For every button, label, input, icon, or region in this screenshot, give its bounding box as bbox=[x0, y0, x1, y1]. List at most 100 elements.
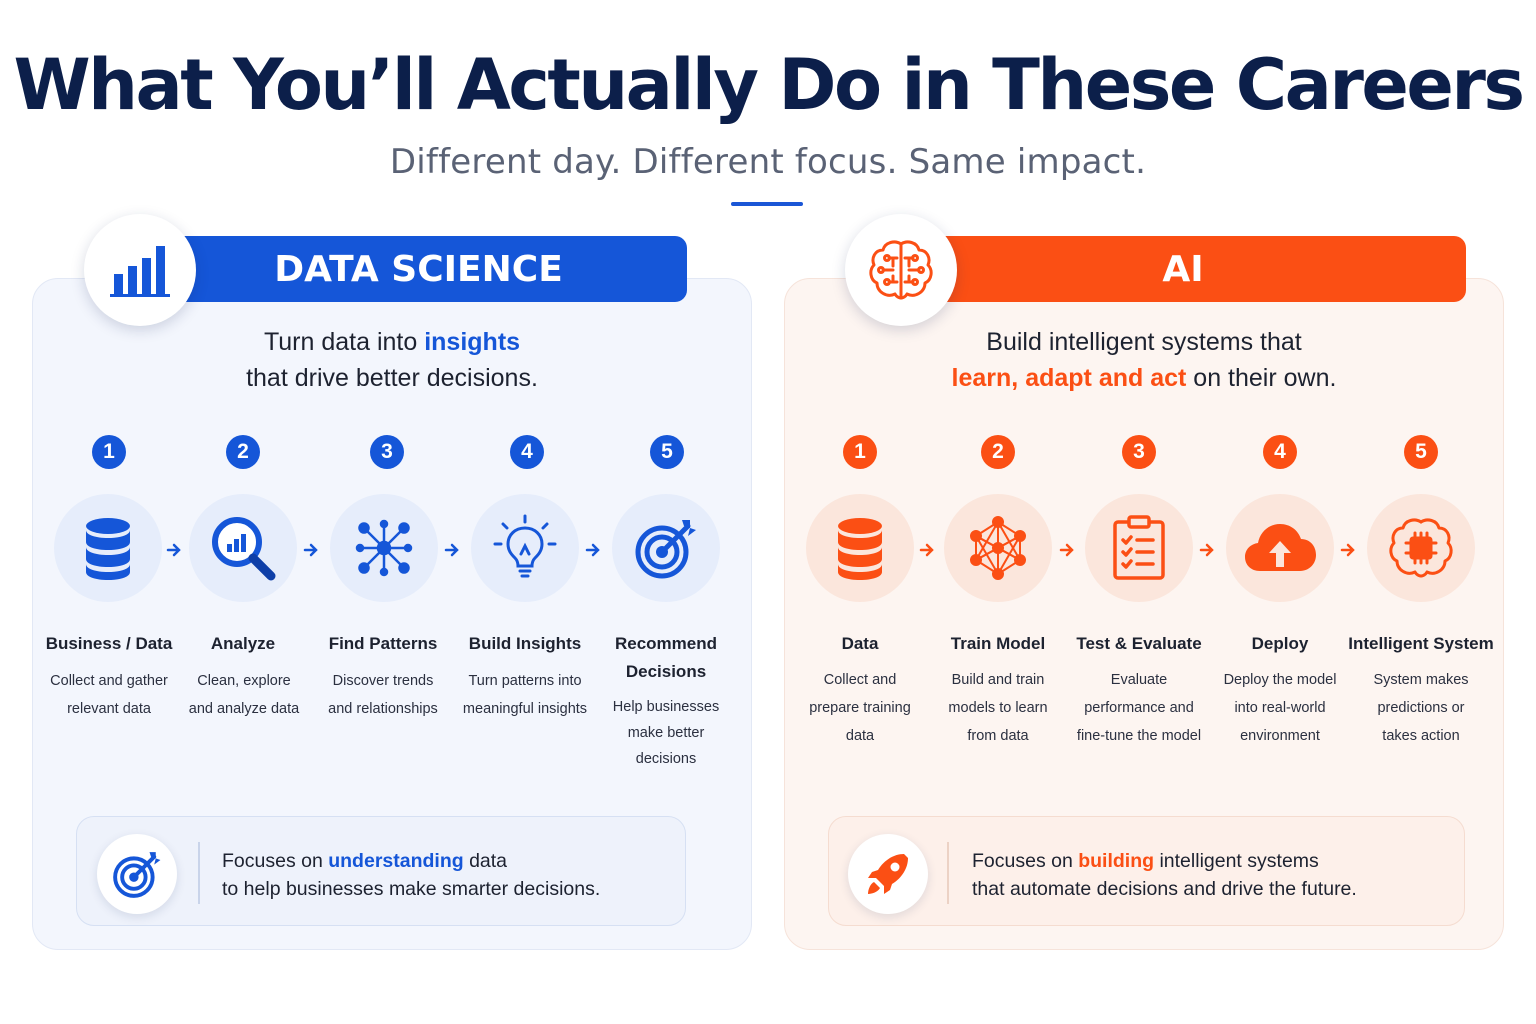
step-description-line: make better bbox=[627, 725, 705, 741]
step-description-line: prepare training bbox=[809, 700, 911, 716]
page-title: What You’ll Actually Do in These Careers bbox=[13, 44, 1525, 126]
step-description-line: and relationships bbox=[328, 701, 438, 717]
focus-text-part: data bbox=[463, 850, 508, 872]
step-title: Business / Data bbox=[45, 634, 173, 653]
focus-text-line2: that automate decisions and drive the fu… bbox=[972, 878, 1357, 900]
step-title: Analyze bbox=[210, 634, 276, 653]
step-title: Intelligent System bbox=[1348, 634, 1494, 653]
page-subtitle: Different day. Different focus. Same imp… bbox=[389, 142, 1147, 182]
step-title: Train Model bbox=[950, 634, 1046, 653]
ai-focus-box bbox=[828, 816, 1465, 926]
step-number: 4 bbox=[510, 435, 544, 469]
ai-focus-text: Focuses on building intelligent systems … bbox=[972, 847, 1452, 903]
step-description: Help businesses make better decisions bbox=[596, 694, 736, 772]
step-description-line: meaningful insights bbox=[462, 701, 588, 717]
focus-text-part: Focuses on bbox=[222, 850, 329, 872]
step-description: Turn patterns into meaningful insights bbox=[455, 667, 595, 723]
step-number: 2 bbox=[981, 435, 1015, 469]
step-title: Data bbox=[841, 634, 879, 653]
clipboard-checklist-icon bbox=[1085, 494, 1193, 602]
step-title: Recommend Decisions bbox=[614, 634, 718, 681]
cloud-upload-icon bbox=[1226, 494, 1334, 602]
step-description-line: Turn patterns into bbox=[468, 673, 582, 689]
step-description-line: models to learn bbox=[948, 700, 1048, 716]
data-science-banner-label: DATA SCIENCE bbox=[274, 248, 563, 290]
step-description-line: environment bbox=[1240, 728, 1320, 744]
step-number: 5 bbox=[650, 435, 684, 469]
step-description: Deploy the model into real-world environ… bbox=[1210, 666, 1350, 750]
data-science-tagline: Turn data into insights that drive bette… bbox=[32, 324, 752, 396]
ai-banner: AI bbox=[900, 236, 1466, 302]
step-title: Build Insights bbox=[468, 634, 582, 653]
step-description: Build and train models to learn from dat… bbox=[928, 666, 1068, 750]
step-description-line: and analyze data bbox=[188, 701, 300, 717]
step-description-line: Discover trends bbox=[332, 673, 434, 689]
step-description: Clean, explore and analyze data bbox=[174, 667, 314, 723]
step-number: 3 bbox=[370, 435, 404, 469]
target-icon bbox=[97, 834, 177, 914]
step-description-line: takes action bbox=[1382, 728, 1460, 744]
step-description: Collect and prepare training data bbox=[790, 666, 930, 750]
focus-divider bbox=[198, 842, 200, 904]
tagline-highlight: learn, adapt and act bbox=[951, 364, 1187, 392]
arrow-right-icon bbox=[1199, 543, 1214, 557]
ai-tagline: Build intelligent systems that learn, ad… bbox=[784, 324, 1504, 396]
step-number: 1 bbox=[92, 435, 126, 469]
data-science-focus-text: Focuses on understanding data to help bu… bbox=[222, 847, 672, 903]
pattern-network-icon bbox=[330, 494, 438, 602]
step-description-line: fine-tune the model bbox=[1076, 728, 1202, 744]
target-icon bbox=[612, 494, 720, 602]
brain-chip-icon bbox=[1367, 494, 1475, 602]
arrow-right-icon bbox=[1059, 543, 1074, 557]
step-description-line: decisions bbox=[635, 751, 697, 767]
focus-divider bbox=[947, 842, 949, 904]
step-description: System makes predictions or takes action bbox=[1351, 666, 1491, 750]
step-description-line: Collect and gather bbox=[50, 673, 168, 689]
step-title: Find Patterns bbox=[328, 634, 438, 653]
arrow-right-icon bbox=[444, 543, 459, 557]
step-description-line: Build and train bbox=[951, 672, 1045, 688]
step-title: Deploy bbox=[1251, 634, 1309, 653]
step-title: Test & Evaluate bbox=[1076, 634, 1202, 653]
focus-highlight: building bbox=[1078, 850, 1155, 872]
title-underline bbox=[731, 202, 803, 206]
step-description-line: Deploy the model bbox=[1223, 672, 1337, 688]
step-number: 3 bbox=[1122, 435, 1156, 469]
focus-highlight: understanding bbox=[328, 850, 464, 872]
step-number: 1 bbox=[843, 435, 877, 469]
step-description-line: Clean, explore bbox=[197, 673, 291, 689]
step-number: 2 bbox=[226, 435, 260, 469]
brain-icon bbox=[845, 214, 957, 326]
data-science-banner: DATA SCIENCE bbox=[150, 236, 687, 302]
ai-banner-label: AI bbox=[1162, 248, 1204, 290]
step-description-line: predictions or bbox=[1377, 700, 1465, 716]
neural-network-icon bbox=[944, 494, 1052, 602]
focus-text-line2: to help businesses make smarter decision… bbox=[222, 878, 601, 900]
step-description-line: relevant data bbox=[67, 701, 151, 717]
step-description-line: Collect and bbox=[823, 672, 897, 688]
arrow-right-icon bbox=[166, 543, 181, 557]
step-description-line: performance and bbox=[1084, 700, 1194, 716]
step-description-line: Evaluate bbox=[1110, 672, 1168, 688]
step-description: Discover trends and relationships bbox=[313, 667, 453, 723]
step-description: Collect and gather relevant data bbox=[39, 667, 179, 723]
magnifier-chart-icon bbox=[189, 494, 297, 602]
step-description: Evaluate performance and fine-tune the m… bbox=[1064, 666, 1214, 750]
arrow-right-icon bbox=[919, 543, 934, 557]
arrow-right-icon bbox=[303, 543, 318, 557]
focus-text-part: Focuses on bbox=[972, 850, 1079, 872]
lightbulb-icon bbox=[471, 494, 579, 602]
step-description-line: data bbox=[845, 728, 875, 744]
tagline-highlight: insights bbox=[424, 328, 521, 356]
bar-chart-icon bbox=[84, 214, 196, 326]
rocket-icon bbox=[848, 834, 928, 914]
step-description-line: System makes bbox=[1373, 672, 1469, 688]
data-science-focus-box bbox=[76, 816, 686, 926]
database-icon bbox=[54, 494, 162, 602]
tagline-line1: Build intelligent systems that bbox=[986, 328, 1302, 356]
tagline-text: on their own. bbox=[1186, 364, 1337, 392]
step-description-line: Help businesses bbox=[612, 699, 720, 715]
arrow-right-icon bbox=[585, 543, 600, 557]
arrow-right-icon bbox=[1340, 543, 1355, 557]
tagline-line2: that drive better decisions. bbox=[246, 364, 538, 392]
